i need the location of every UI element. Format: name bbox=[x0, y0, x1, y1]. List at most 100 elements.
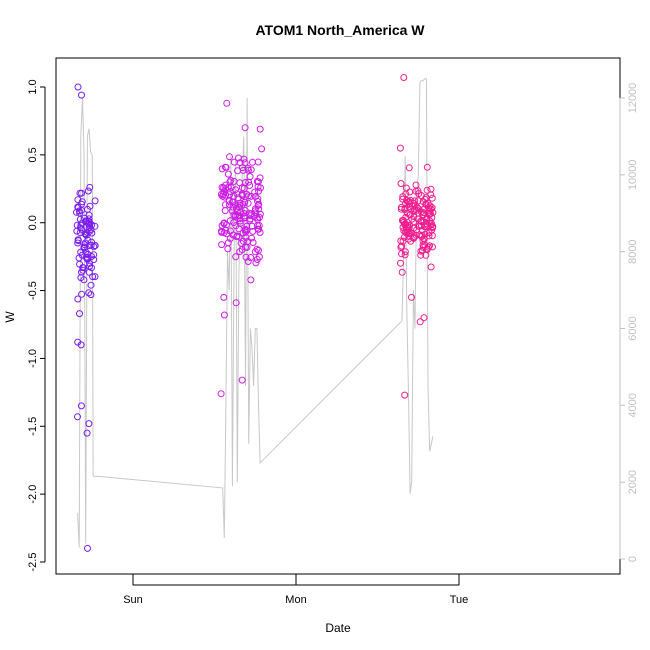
data-point bbox=[81, 243, 89, 251]
data-point bbox=[79, 266, 87, 274]
data-point bbox=[247, 192, 255, 200]
data-point bbox=[76, 260, 84, 268]
y2-tick-label: 0 bbox=[627, 556, 639, 562]
data-point bbox=[78, 225, 86, 233]
x-axis-label: Date bbox=[325, 621, 351, 635]
data-point bbox=[428, 214, 436, 222]
data-point bbox=[411, 233, 419, 241]
data-point bbox=[252, 259, 260, 267]
plot-frame bbox=[55, 57, 621, 575]
data-point bbox=[218, 241, 226, 249]
data-point bbox=[426, 202, 434, 210]
data-point bbox=[249, 158, 256, 166]
y2-tick-label: 12000 bbox=[627, 83, 639, 114]
data-point bbox=[420, 314, 428, 322]
data-point bbox=[76, 310, 83, 318]
data-point bbox=[73, 221, 81, 229]
x-tick-label: Mon bbox=[285, 594, 306, 606]
data-point bbox=[223, 230, 231, 238]
data-point bbox=[244, 166, 252, 174]
data-point bbox=[397, 243, 405, 251]
data-point bbox=[254, 195, 262, 203]
x-axis: Sun Mon Tue bbox=[123, 574, 468, 606]
data-point bbox=[398, 250, 405, 258]
data-point bbox=[247, 166, 255, 174]
data-point bbox=[256, 229, 264, 236]
secondary-line bbox=[77, 78, 434, 548]
data-point bbox=[79, 264, 87, 272]
data-point bbox=[397, 180, 405, 187]
data-point bbox=[238, 376, 246, 384]
y-tick-label: -1.0 bbox=[27, 349, 39, 368]
chart-title: ATOM1 North_America W bbox=[255, 22, 425, 38]
data-point bbox=[89, 273, 97, 281]
data-point bbox=[407, 237, 415, 245]
data-point bbox=[236, 217, 244, 225]
data-point bbox=[425, 229, 433, 237]
data-point bbox=[236, 248, 244, 255]
y-tick-label: -2.5 bbox=[27, 553, 39, 572]
data-point bbox=[224, 183, 232, 191]
y-tick-label: -2.0 bbox=[27, 485, 39, 504]
data-point bbox=[78, 251, 86, 259]
data-point bbox=[241, 159, 249, 167]
data-point bbox=[218, 192, 226, 200]
data-point bbox=[258, 145, 266, 153]
data-point bbox=[78, 268, 85, 276]
data-point bbox=[398, 242, 406, 250]
data-point bbox=[401, 248, 409, 256]
data-point bbox=[88, 229, 96, 237]
data-point bbox=[422, 223, 430, 231]
data-point bbox=[220, 293, 228, 301]
data-point bbox=[235, 154, 242, 162]
data-point bbox=[73, 208, 80, 216]
data-point bbox=[232, 253, 240, 261]
data-point bbox=[244, 258, 252, 265]
data-point bbox=[84, 187, 92, 195]
data-point bbox=[251, 188, 259, 196]
data-point bbox=[74, 338, 82, 346]
y-axis-label: W bbox=[3, 311, 17, 323]
data-point bbox=[229, 203, 237, 211]
data-point bbox=[429, 209, 437, 216]
data-point bbox=[397, 259, 404, 267]
data-point bbox=[255, 246, 262, 254]
data-point bbox=[406, 188, 414, 196]
data-point bbox=[91, 222, 99, 230]
data-point bbox=[400, 74, 408, 81]
data-point bbox=[226, 217, 234, 225]
data-point bbox=[217, 390, 225, 398]
data-point bbox=[405, 200, 413, 208]
data-point bbox=[425, 204, 432, 212]
data-point bbox=[247, 276, 255, 284]
data-point bbox=[256, 125, 264, 133]
data-point bbox=[429, 223, 437, 230]
data-point bbox=[220, 311, 228, 319]
data-point bbox=[402, 190, 410, 198]
data-point bbox=[86, 219, 94, 227]
secondary-y-axis: 0 2000 4000 6000 8000 10000 12000 bbox=[619, 83, 639, 562]
data-point bbox=[91, 242, 99, 249]
data-point bbox=[224, 239, 232, 247]
data-point bbox=[254, 202, 262, 209]
data-point bbox=[91, 273, 99, 281]
data-point bbox=[223, 99, 231, 107]
y2-tick-label: 10000 bbox=[627, 160, 639, 191]
data-point bbox=[81, 230, 89, 238]
data-point bbox=[239, 166, 247, 174]
data-point bbox=[74, 83, 82, 91]
data-point bbox=[244, 199, 252, 207]
data-point bbox=[86, 259, 93, 267]
data-point bbox=[218, 222, 226, 230]
data-point bbox=[226, 188, 234, 195]
data-point bbox=[405, 164, 413, 172]
x-tick-label: Tue bbox=[450, 594, 469, 606]
data-point bbox=[86, 202, 94, 210]
data-point bbox=[423, 245, 431, 253]
y-tick-label: -0.5 bbox=[27, 281, 39, 300]
y2-tick-label: 4000 bbox=[627, 393, 639, 417]
data-point bbox=[220, 188, 228, 196]
data-point bbox=[240, 209, 248, 217]
data-point bbox=[256, 213, 263, 221]
